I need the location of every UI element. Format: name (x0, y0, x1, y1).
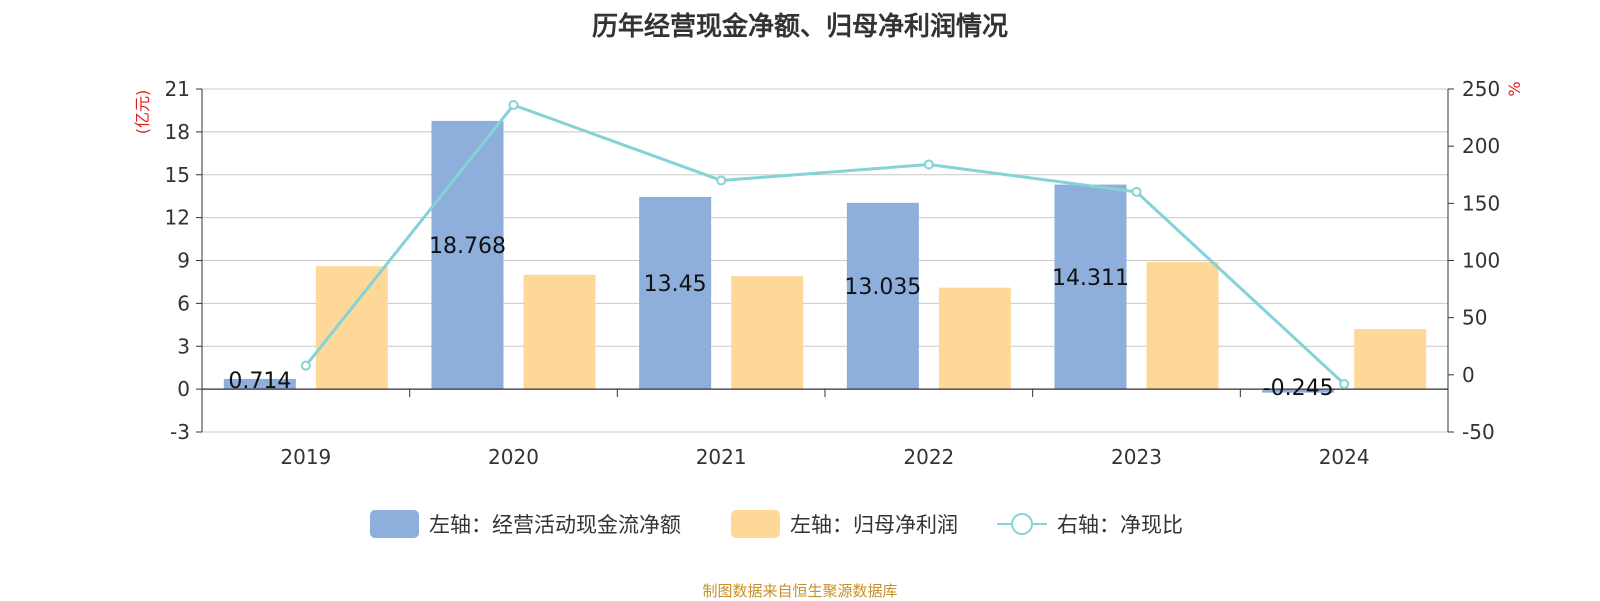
right-axis-tick-label: 50 (1462, 306, 1487, 330)
bar-value-label: 18.768 (429, 234, 506, 259)
bar-value-label: 0.714 (228, 369, 291, 394)
legend-swatch-cash-flow (370, 510, 419, 538)
chart-svg: 21 18 15 12 9 6 3 0 -3 250 200 150 100 50 0 -50 (亿元)% 201… (133, 77, 1524, 538)
right-axis-tick-label: 0 (1462, 363, 1475, 387)
bar-net-profit (523, 274, 596, 390)
left-axis-tick-label: 15 (165, 163, 190, 187)
right-axis-tick-label: -50 (1462, 420, 1495, 444)
left-axis-tick-label: 6 (177, 291, 190, 315)
ratio-point (1339, 378, 1350, 389)
left-axis-tick-label: 9 (177, 249, 190, 273)
right-axis-unit: % (1505, 81, 1524, 96)
right-axis-tick-label: 250 (1462, 77, 1500, 101)
bar-value-label: -0.245 (1263, 376, 1334, 401)
legend-swatch-net-profit (731, 510, 780, 538)
x-axis-tick-label: 2019 (280, 445, 331, 469)
legend[interactable]: 左轴：经营活动现金流净额 左轴：归母净利润 右轴：净现比 (370, 510, 1183, 538)
ratio-line (304, 103, 1346, 386)
bar-cash-flow (431, 120, 504, 390)
left-axis-unit: (亿元) (133, 90, 152, 135)
data-labels: 0.714 18.768 13.45 13.035 14.311 -0.245 (228, 234, 1333, 401)
left-axis-tick-label: 18 (165, 120, 190, 144)
left-axis-tick-label: 3 (177, 334, 190, 358)
left-axis-tick-label: 12 (165, 206, 190, 230)
left-axis-tick-label: 21 (165, 77, 190, 101)
bar-net-profit (1354, 329, 1427, 390)
right-axis-tick-label: 200 (1462, 134, 1500, 158)
ratio-point (923, 159, 934, 170)
left-axis-tick-label: 0 (177, 377, 190, 401)
x-axis-tick-label: 2023 (1111, 445, 1162, 469)
ratio-point (508, 100, 519, 111)
bar-value-label: 13.035 (844, 275, 921, 300)
chart-title: 历年经营现金净额、归母净利润情况 (591, 12, 1008, 42)
x-axis-tick-label: 2024 (1319, 445, 1370, 469)
x-axis-tick-label: 2021 (696, 445, 747, 469)
bar-cash-flow (1054, 184, 1127, 390)
data-source-note: 制图数据来自恒生聚源数据库 (702, 582, 898, 600)
ratio-line-layer (300, 100, 1350, 389)
bar-net-profit (315, 266, 388, 390)
bar-net-profit (731, 276, 804, 390)
legend-label-cash-flow: 左轴：经营活动现金流净额 (429, 513, 681, 537)
legend-label-net-profit: 左轴：归母净利润 (790, 513, 958, 537)
ratio-point (1131, 186, 1142, 197)
bar-net-profit (1146, 261, 1219, 390)
bar-value-label: 13.45 (644, 272, 707, 297)
right-axis-tick-label: 100 (1462, 249, 1500, 273)
ratio-point (300, 360, 311, 371)
legend-marker-ratio (1011, 513, 1033, 535)
bar-value-label: 14.311 (1052, 266, 1129, 291)
bar-cash-flow (846, 202, 919, 390)
gridlines (202, 88, 1448, 433)
right-axis-tick-label: 150 (1462, 191, 1500, 215)
bar-cash-flow (639, 196, 712, 390)
bar-net-profit (938, 287, 1011, 390)
bars (223, 120, 1427, 393)
legend-label-ratio: 右轴：净现比 (1057, 513, 1183, 537)
ratio-point (716, 175, 727, 186)
left-axis-tick-label: -3 (170, 420, 190, 444)
bar-cash-flow (223, 378, 296, 390)
axes: 21 18 15 12 9 6 3 0 -3 250 200 150 100 50 0 -50 (亿元)% 201… (133, 77, 1524, 469)
x-axis-tick-label: 2022 (903, 445, 954, 469)
bar-cash-flow (1262, 389, 1335, 393)
x-axis-tick-label: 2020 (488, 445, 539, 469)
